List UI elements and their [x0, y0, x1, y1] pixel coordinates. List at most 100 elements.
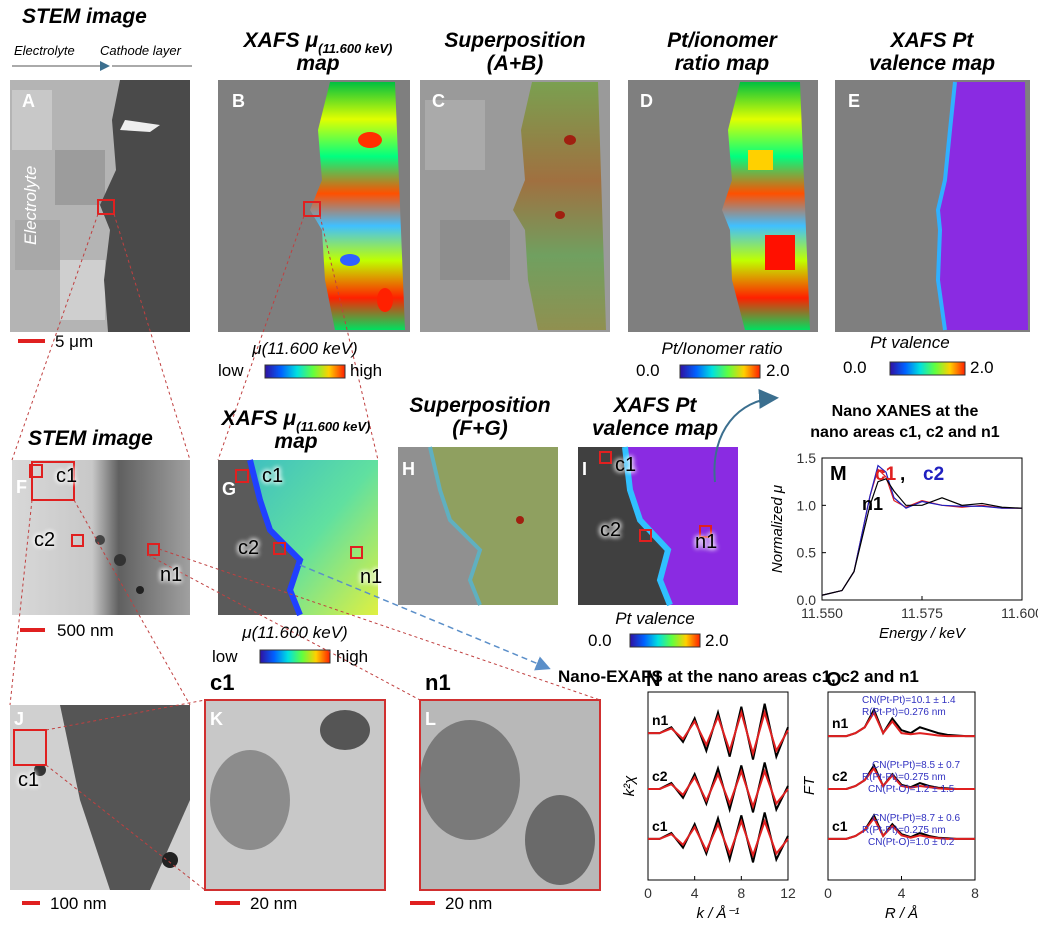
panel-title: map	[296, 53, 339, 74]
panel-letter: B	[232, 92, 245, 110]
image-l	[420, 700, 600, 890]
series-label: n1	[832, 715, 849, 731]
spot-label: c2	[34, 530, 55, 550]
spot-label: n1	[160, 565, 182, 585]
x-tick-label: 11.600	[1001, 605, 1038, 621]
legend-label: c2	[923, 464, 944, 485]
panel-letter: H	[402, 460, 415, 478]
colorbar-label: μ(11.600 keV)	[242, 624, 347, 641]
colorbar	[890, 362, 965, 375]
series-label: c2	[832, 768, 848, 784]
image-j	[10, 705, 190, 890]
x-tick-label: 0	[644, 885, 652, 901]
image-h	[398, 447, 558, 605]
series-line	[648, 812, 788, 862]
colorbar-low: low	[212, 648, 238, 665]
image-e	[835, 80, 1030, 332]
region-label: Cathode layer	[100, 44, 181, 57]
colorbar-high: high	[350, 362, 382, 379]
annotation: R(Pt-Pt)=0.275 nm	[862, 825, 946, 836]
y-axis-label: Normalized μ	[769, 485, 786, 573]
series-label: c2	[652, 768, 668, 784]
figure-art: 11.55011.57511.6000.00.51.01.5Energy / k…	[0, 0, 1038, 943]
y-tick-label: 1.0	[797, 497, 817, 513]
colorbar-low: low	[218, 362, 244, 379]
spot-label: c1	[56, 466, 77, 486]
x-axis-label: Energy / keV	[879, 625, 967, 642]
panel-letter: M	[830, 463, 847, 485]
scale-label: 20 nm	[445, 895, 492, 912]
colorbar-low: 0.0	[843, 359, 867, 376]
spot-label: c1	[18, 770, 39, 790]
y-axis-label: FT	[801, 775, 818, 795]
colorbar-label: μ(11.600 keV)	[252, 340, 357, 357]
annotation: CN(Pt-Pt)=8.7 ± 0.6	[872, 813, 960, 824]
series-line	[822, 469, 1022, 595]
image-d	[628, 80, 818, 332]
colorbar-high: high	[336, 648, 368, 665]
x-axis-label: R / Å	[885, 905, 918, 922]
panel-title: map	[274, 431, 317, 452]
image-k	[205, 700, 385, 890]
legend-label: n1	[862, 494, 883, 514]
panel-title: XAFS Pt	[891, 30, 974, 51]
section-heading: Nano-EXAFS at the nano areas c1, c2 and …	[558, 668, 919, 685]
panel-letter: F	[16, 478, 27, 496]
colorbar	[265, 365, 345, 378]
panel-title: XAFS Pt	[614, 395, 697, 416]
colorbar-high: 2.0	[766, 362, 790, 379]
colorbar	[630, 634, 700, 647]
panel-letter: E	[848, 92, 860, 110]
annotation: CN(Pt-Pt)=8.5 ± 0.7	[872, 760, 960, 771]
series-label: c1	[832, 818, 848, 834]
y-tick-label: 0.0	[797, 592, 817, 608]
spot-label: c1	[262, 466, 283, 486]
panel-letter: L	[425, 710, 436, 728]
panel-letter: G	[222, 480, 236, 498]
legend-separator: ,	[900, 464, 905, 485]
panel-title: Pt/ionomer	[667, 30, 777, 51]
x-tick-label: 4	[898, 885, 906, 901]
panel-heading: c1	[210, 672, 234, 694]
colorbar	[260, 650, 330, 663]
spot-label: c2	[600, 520, 621, 540]
colorbar-label: Pt/Ionomer ratio	[662, 340, 783, 357]
scale-label: 20 nm	[250, 895, 297, 912]
figure: 11.55011.57511.6000.00.51.01.5Energy / k…	[0, 0, 1038, 943]
series-label: n1	[652, 712, 669, 728]
colorbar	[680, 365, 760, 378]
annotation: CN(Pt-Pt)=10.1 ± 1.4	[862, 695, 956, 706]
y-axis-label: k²χ	[621, 775, 638, 796]
x-axis-label: k / Å⁻¹	[697, 905, 740, 922]
legend-label: c1	[875, 464, 897, 485]
panel-heading: n1	[425, 672, 451, 694]
panel-letter: K	[210, 710, 223, 728]
panel-title: ratio map	[675, 53, 770, 74]
panel-title: (A+B)	[487, 53, 544, 74]
title-text: XAFS μ	[244, 29, 319, 52]
panel-letter: C	[432, 92, 445, 110]
chart-title: Nano XANES at the	[832, 403, 979, 420]
title-text: XAFS μ	[222, 407, 297, 430]
colorbar-high: 2.0	[970, 359, 994, 376]
panel-title: valence map	[592, 418, 718, 439]
scale-label: 500 nm	[57, 622, 114, 639]
spot-label: c1	[615, 455, 636, 475]
annotation: R(Pt-Pt)=0.276 nm	[862, 707, 946, 718]
x-tick-label: 12	[780, 885, 796, 901]
colorbar-low: 0.0	[588, 632, 612, 649]
side-label: Electrolyte	[22, 166, 39, 245]
panel-letter: D	[640, 92, 653, 110]
annotation: R(Pt-Pt)=0.275 nm	[862, 772, 946, 783]
image-c	[420, 80, 610, 332]
panel-title: XAFS μ(11.600 keV)	[244, 30, 393, 51]
panel-letter: A	[22, 92, 35, 110]
region-label: Electrolyte	[14, 44, 75, 57]
colorbar-label: Pt valence	[615, 610, 694, 627]
y-tick-label: 1.5	[797, 450, 817, 466]
spot-label: n1	[360, 567, 382, 587]
x-tick-label: 11.575	[901, 605, 943, 621]
plot-frame	[822, 458, 1022, 600]
panel-title: (F+G)	[452, 418, 507, 439]
series-line	[648, 704, 788, 760]
